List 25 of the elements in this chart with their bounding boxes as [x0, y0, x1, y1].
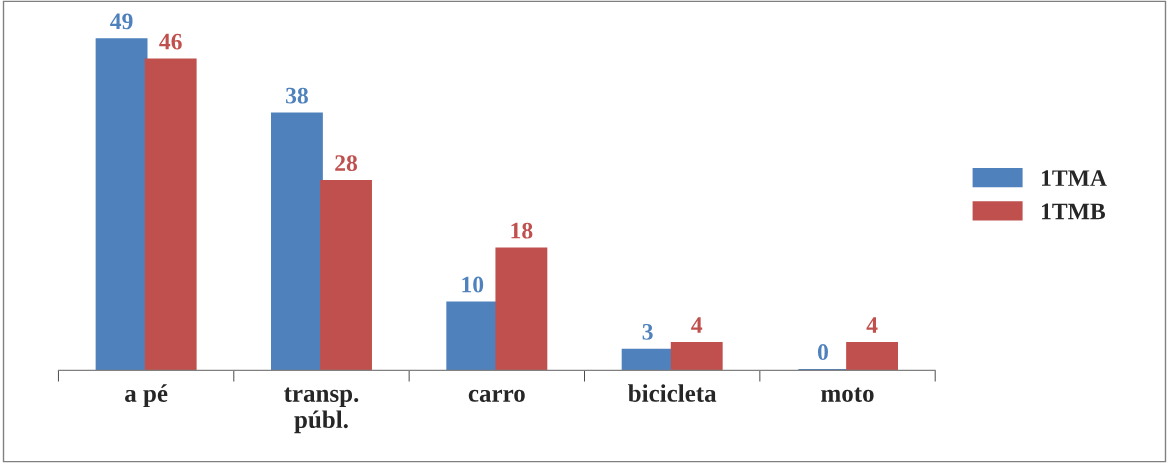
- bar: [320, 180, 372, 371]
- bar: [495, 247, 548, 371]
- data-label: 4: [866, 317, 878, 333]
- x-tick-label: bicicleta: [628, 384, 717, 402]
- data-label: 3: [642, 323, 653, 340]
- bar: [144, 58, 197, 371]
- x-tick-label: transp. públ.: [284, 387, 359, 434]
- legend-label: 1TMB: [1041, 203, 1106, 220]
- bar: [621, 348, 674, 371]
- data-label: 38: [286, 87, 308, 104]
- bar: [846, 342, 899, 371]
- bar: [270, 112, 323, 371]
- data-label: 0: [817, 344, 828, 361]
- x-tick-label: carro: [468, 389, 525, 402]
- bar: [95, 38, 148, 371]
- x-tick-label: a pé: [125, 384, 168, 407]
- data-label: 10: [462, 276, 484, 293]
- data-label: 46: [159, 33, 182, 50]
- data-label: 49: [110, 13, 133, 30]
- data-label: 28: [335, 155, 358, 172]
- x-tick-label: moto: [821, 387, 874, 402]
- data-label: 18: [511, 222, 533, 239]
- legend-label: 1TMA: [1041, 170, 1107, 186]
- bar: [670, 342, 723, 371]
- data-label: 4: [691, 317, 703, 333]
